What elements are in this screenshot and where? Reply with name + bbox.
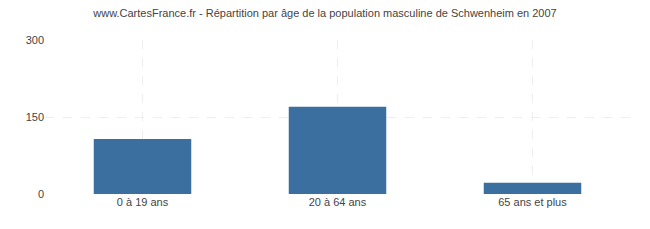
svg-text:www.CartesFrance.fr - Répartit: www.CartesFrance.fr - Répartition par âg… — [92, 7, 556, 19]
svg-text:20 à 64 ans: 20 à 64 ans — [309, 196, 367, 208]
svg-text:150: 150 — [26, 111, 44, 123]
svg-text:300: 300 — [26, 34, 44, 46]
svg-text:65 ans et plus: 65 ans et plus — [498, 196, 567, 208]
svg-text:0: 0 — [38, 188, 44, 200]
svg-text:0 à 19 ans: 0 à 19 ans — [117, 196, 169, 208]
